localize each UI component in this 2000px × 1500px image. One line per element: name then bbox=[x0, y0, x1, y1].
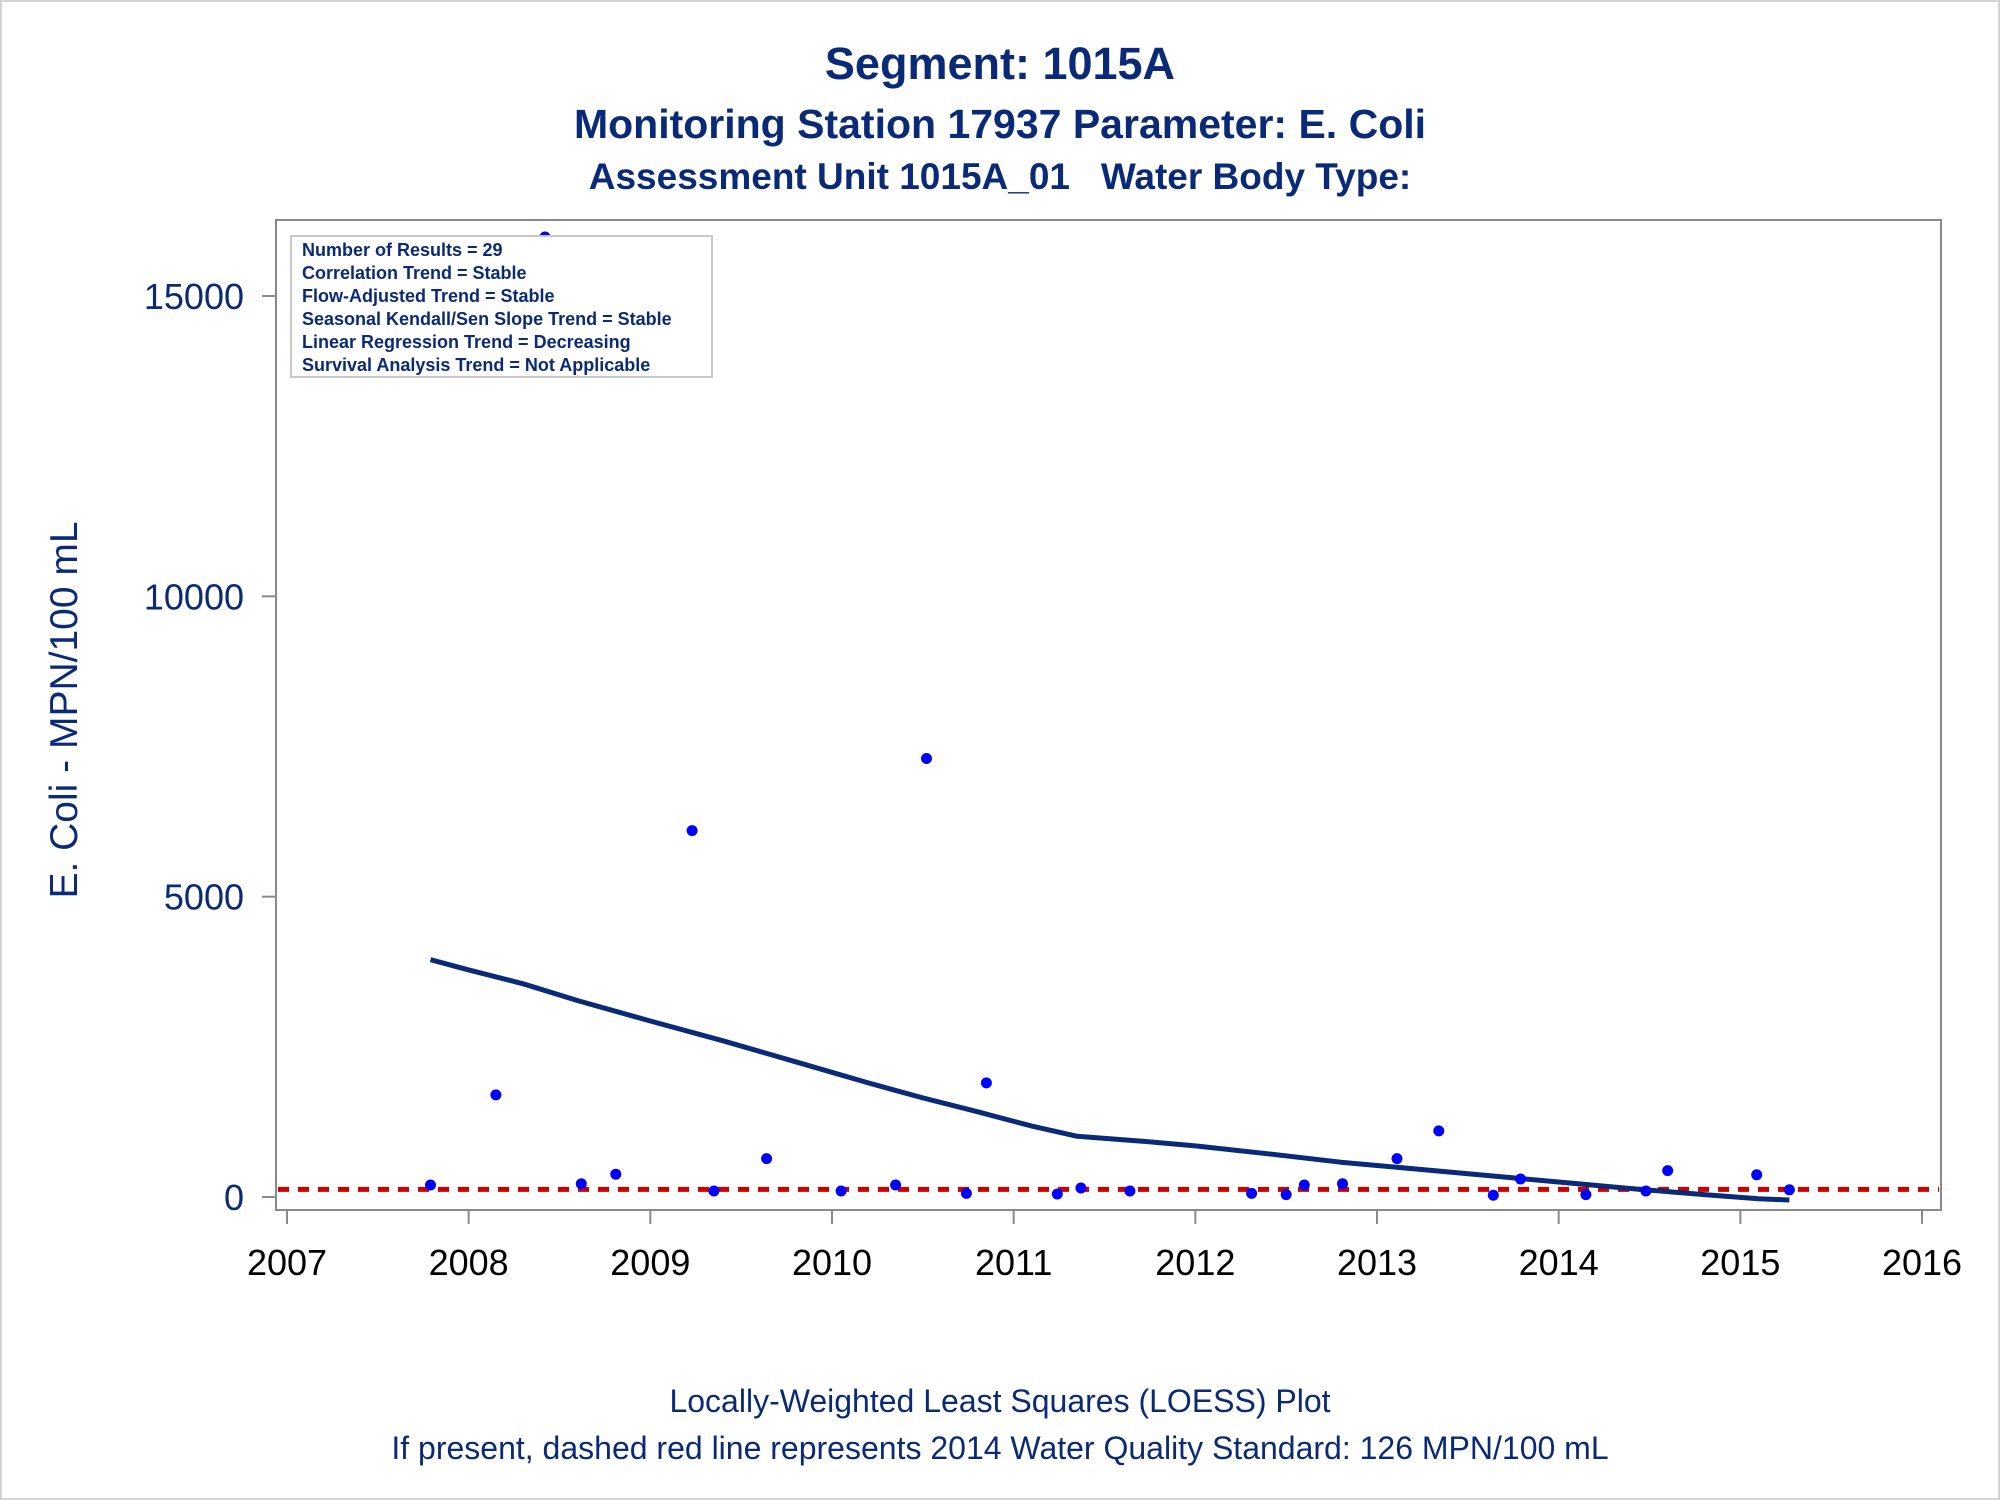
y-tick-label: 10000 bbox=[144, 576, 244, 617]
data-point bbox=[575, 1178, 587, 1190]
data-point bbox=[960, 1187, 972, 1199]
x-tick-label: 2011 bbox=[975, 1242, 1052, 1283]
data-point bbox=[1487, 1189, 1499, 1201]
y-axis: 0 5000 10000 15000 bbox=[144, 276, 276, 1218]
data-point bbox=[1075, 1182, 1087, 1194]
data-point bbox=[1662, 1165, 1674, 1177]
data-point bbox=[1640, 1185, 1652, 1197]
y-tick-label: 15000 bbox=[144, 276, 244, 317]
trend-summary-line: Flow-Adjusted Trend = Stable bbox=[302, 286, 555, 306]
trend-summary-line: Survival Analysis Trend = Not Applicable bbox=[302, 355, 650, 375]
data-point bbox=[1580, 1189, 1592, 1201]
chart-subtitle: Monitoring Station 17937 Parameter: E. C… bbox=[573, 101, 1427, 147]
data-points bbox=[425, 231, 1795, 1201]
data-point bbox=[708, 1185, 720, 1197]
data-point bbox=[1337, 1178, 1348, 1190]
x-tick-label: 2010 bbox=[792, 1242, 872, 1283]
data-point bbox=[610, 1168, 622, 1180]
data-point bbox=[1124, 1185, 1136, 1197]
data-point bbox=[835, 1185, 847, 1197]
x-tick-label: 2012 bbox=[1155, 1242, 1235, 1283]
footnote-standard: If present, dashed red line represents 2… bbox=[391, 1430, 1609, 1466]
data-point bbox=[1391, 1153, 1403, 1165]
x-tick-label: 2014 bbox=[1519, 1242, 1599, 1283]
y-tick-label: 5000 bbox=[164, 877, 244, 918]
y-axis-label: E. Coli - MPN/100 mL bbox=[43, 521, 86, 898]
data-point bbox=[1751, 1169, 1763, 1181]
y-tick-label: 0 bbox=[224, 1177, 244, 1218]
x-axis: 2007 2008 2009 2010 2011 2012 2013 2014 2015 2016 bbox=[247, 1210, 1962, 1283]
trend-summary-line: Seasonal Kendall/Sen Slope Trend = Stabl… bbox=[302, 309, 672, 329]
data-point bbox=[1515, 1173, 1526, 1185]
data-point bbox=[980, 1077, 992, 1089]
plot-area bbox=[275, 219, 1942, 1211]
loess-curve bbox=[429, 957, 1790, 1203]
trend-summary-line: Number of Results = 29 bbox=[302, 240, 503, 260]
data-point bbox=[1433, 1125, 1445, 1137]
data-point bbox=[1246, 1187, 1258, 1199]
data-point bbox=[1280, 1189, 1292, 1201]
data-point bbox=[1051, 1188, 1063, 1200]
x-tick-label: 2015 bbox=[1700, 1242, 1780, 1283]
data-point bbox=[425, 1179, 436, 1191]
data-point bbox=[686, 825, 698, 837]
data-point bbox=[921, 753, 932, 764]
x-tick-label: 2016 bbox=[1882, 1242, 1962, 1283]
trend-summary-line: Correlation Trend = Stable bbox=[302, 263, 527, 283]
x-tick-label: 2008 bbox=[429, 1242, 509, 1283]
trend-summary-line: Linear Regression Trend = Decreasing bbox=[302, 332, 631, 352]
trend-summary-box: Number of Results = 29 Correlation Trend … bbox=[290, 235, 713, 378]
data-point bbox=[761, 1153, 773, 1165]
x-tick-label: 2009 bbox=[610, 1242, 690, 1283]
data-point bbox=[1298, 1179, 1310, 1191]
data-point bbox=[890, 1179, 902, 1191]
data-point bbox=[490, 1089, 502, 1101]
data-point bbox=[1783, 1184, 1795, 1196]
chart-title: Segment: 1015A bbox=[824, 38, 1176, 89]
chart-subtitle-2: Assessment Unit 1015A_01 Water Body Type… bbox=[588, 156, 1412, 197]
trend-summary-border bbox=[290, 235, 713, 378]
x-tick-label: 2013 bbox=[1337, 1242, 1417, 1283]
x-tick-label: 2007 bbox=[247, 1242, 327, 1283]
footnote-loess: Locally-Weighted Least Squares (LOESS) P… bbox=[669, 1383, 1331, 1419]
